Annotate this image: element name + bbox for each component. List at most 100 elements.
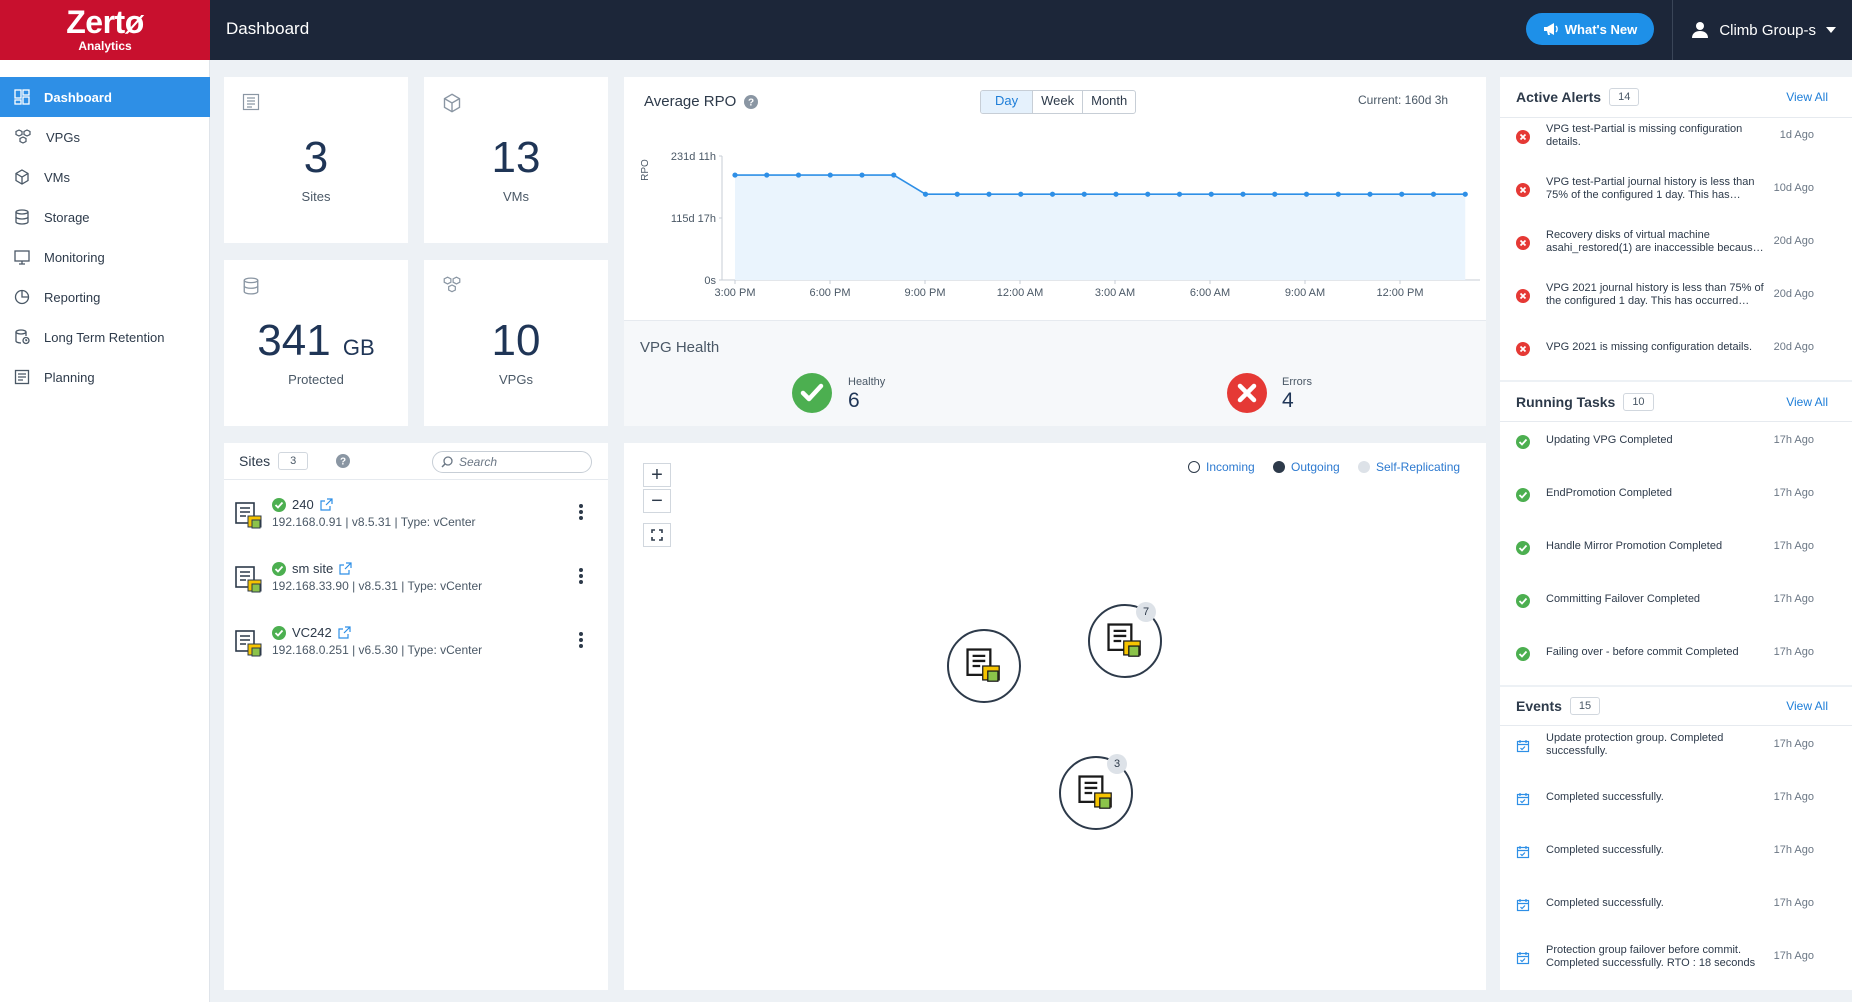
tasks-title: Running Tasks: [1516, 394, 1616, 410]
x-tick-label: 3:00 PM: [715, 287, 756, 299]
external-link-icon[interactable]: [338, 626, 351, 639]
event-item[interactable]: Completed successfully. 17h Ago: [1500, 885, 1836, 938]
stat-card-protected[interactable]: 341 GB Protected: [224, 260, 408, 426]
more-options-icon[interactable]: [578, 631, 584, 649]
event-item[interactable]: Protection group failover before commit.…: [1500, 938, 1836, 991]
range-month-button[interactable]: Month: [1082, 91, 1135, 113]
topology-map[interactable]: [624, 443, 1486, 990]
app-logo[interactable]: Zertø Analytics: [0, 0, 210, 60]
task-item[interactable]: Failing over - before commit Completed 17…: [1500, 634, 1836, 687]
sidebar-item-label: VMs: [44, 169, 70, 185]
rpo-series-line: [735, 174, 1466, 196]
alert-item[interactable]: VPG test-Partial journal history is less…: [1500, 170, 1836, 223]
vms-label: VMs: [503, 189, 529, 204]
sites-search-input[interactable]: Search: [432, 451, 592, 473]
sidebar-item-reporting[interactable]: Reporting: [0, 277, 210, 317]
header-divider: [1672, 0, 1673, 60]
site-icon: [235, 502, 262, 529]
sidebar-item-long-term-retention[interactable]: Long Term Retention: [0, 317, 210, 357]
event-item-time: 17h Ago: [1773, 950, 1814, 962]
sites-header: Sites 3: [239, 452, 309, 470]
task-item[interactable]: Handle Mirror Promotion Completed 17h Ago: [1500, 528, 1836, 581]
alert-item-text: VPG 2021 is missing configuration detail…: [1546, 341, 1753, 353]
task-item-time: 17h Ago: [1773, 593, 1814, 605]
site-row[interactable]: sm site 192.168.33.90 | v8.5.31 | Type: …: [234, 561, 594, 617]
fit-view-button[interactable]: [643, 523, 671, 547]
sidebar-item-dashboard[interactable]: Dashboard: [0, 77, 210, 117]
vms-count: 13: [491, 133, 541, 182]
self-replicating-dot: [1358, 461, 1370, 473]
x-tick-label: 12:00 PM: [1376, 287, 1423, 299]
alert-item-text: Recovery disks of virtual machine asahi_…: [1546, 229, 1764, 254]
alert-item[interactable]: Recovery disks of virtual machine asahi_…: [1500, 223, 1836, 276]
sidebar-item-label: VPGs: [46, 129, 80, 145]
range-day-button[interactable]: Day: [981, 91, 1033, 113]
sidebar-item-vms[interactable]: VMs: [0, 157, 210, 197]
y-tick-label: 115d 17h: [671, 213, 716, 225]
events-view-all-link[interactable]: View All: [1786, 699, 1828, 713]
panel-divider: [1500, 380, 1852, 382]
more-options-icon[interactable]: [578, 567, 584, 585]
help-icon[interactable]: ?: [336, 454, 350, 468]
alert-item-time: 20d Ago: [1773, 235, 1814, 247]
healthy-count[interactable]: 6: [848, 389, 860, 412]
vpgs-label: VPGs: [499, 372, 533, 387]
sites-count: 3: [303, 133, 329, 182]
sites-title: Sites: [239, 453, 271, 469]
sidebar-item-planning[interactable]: Planning: [0, 357, 210, 397]
stat-card-vms[interactable]: 13 VMs: [424, 77, 608, 243]
alert-item[interactable]: VPG 2021 journal history is less than 75…: [1500, 276, 1836, 329]
sidebar-item-monitoring[interactable]: Monitoring: [0, 237, 210, 277]
event-item[interactable]: Completed successfully. 17h Ago: [1500, 779, 1836, 832]
panel-divider: [1500, 725, 1852, 726]
rpo-point: [1208, 191, 1214, 197]
user-menu[interactable]: Climb Group-s: [1691, 0, 1836, 60]
more-options-icon[interactable]: [578, 503, 584, 521]
x-tick-label: 9:00 PM: [905, 287, 946, 299]
site-node[interactable]: 7: [1088, 602, 1162, 678]
task-item[interactable]: Committing Failover Completed 17h Ago: [1500, 581, 1836, 634]
zoom-out-button[interactable]: −: [643, 489, 671, 513]
stat-card-sites[interactable]: 3 Sites: [224, 77, 408, 243]
legend-self-label: Self-Replicating: [1376, 460, 1461, 474]
whats-new-label: What's New: [1564, 21, 1638, 37]
y-tick-label: 231d 11h: [671, 151, 716, 163]
sidebar-item-storage[interactable]: Storage: [0, 197, 210, 237]
external-link-icon[interactable]: [339, 562, 352, 575]
site-node[interactable]: [947, 629, 1021, 703]
site-row[interactable]: VC242 192.168.0.251 | v6.5.30 | Type: vC…: [234, 625, 594, 681]
whats-new-button[interactable]: What's New: [1526, 13, 1654, 45]
success-icon: [1516, 435, 1530, 449]
task-item[interactable]: EndPromotion Completed 17h Ago: [1500, 475, 1836, 528]
alerts-view-all-link[interactable]: View All: [1786, 90, 1828, 104]
panel-divider: [1500, 685, 1852, 687]
storage-icon: [243, 277, 259, 295]
sidebar-item-label: Long Term Retention: [44, 329, 165, 345]
megaphone-icon: [1543, 23, 1558, 35]
tasks-view-all-link[interactable]: View All: [1786, 395, 1828, 409]
site-name: VC242: [292, 625, 332, 640]
task-item[interactable]: Updating VPG Completed 17h Ago: [1500, 422, 1836, 475]
site-name-row: VC242: [272, 625, 351, 640]
event-item[interactable]: Completed successfully. 17h Ago: [1500, 832, 1836, 885]
event-item-time: 17h Ago: [1773, 844, 1814, 856]
zoom-in-button[interactable]: +: [643, 463, 671, 487]
rpo-point: [1145, 191, 1151, 197]
rpo-point: [891, 172, 897, 178]
range-week-button[interactable]: Week: [1032, 91, 1082, 113]
sidebar-item-vpgs[interactable]: VPGs: [0, 117, 210, 157]
stat-card-vpgs[interactable]: 10 VPGs: [424, 260, 608, 426]
alert-item[interactable]: VPG 2021 is missing configuration detail…: [1500, 329, 1836, 382]
errors-count[interactable]: 4: [1282, 389, 1294, 412]
task-item-time: 17h Ago: [1773, 434, 1814, 446]
site-row[interactable]: 240 192.168.0.91 | v8.5.31 | Type: vCent…: [234, 497, 594, 553]
site-node[interactable]: 3: [1059, 754, 1133, 830]
site-name: sm site: [292, 561, 334, 576]
event-item[interactable]: Update protection group. Completed succe…: [1500, 726, 1836, 779]
help-icon[interactable]: ?: [744, 94, 759, 109]
rpo-point: [1399, 191, 1405, 197]
task-item-text: EndPromotion Completed: [1546, 487, 1672, 499]
external-link-icon[interactable]: [320, 498, 333, 511]
alert-item[interactable]: VPG test-Partial is missing configuratio…: [1500, 117, 1836, 170]
sidebar-item-label: Reporting: [44, 289, 101, 305]
